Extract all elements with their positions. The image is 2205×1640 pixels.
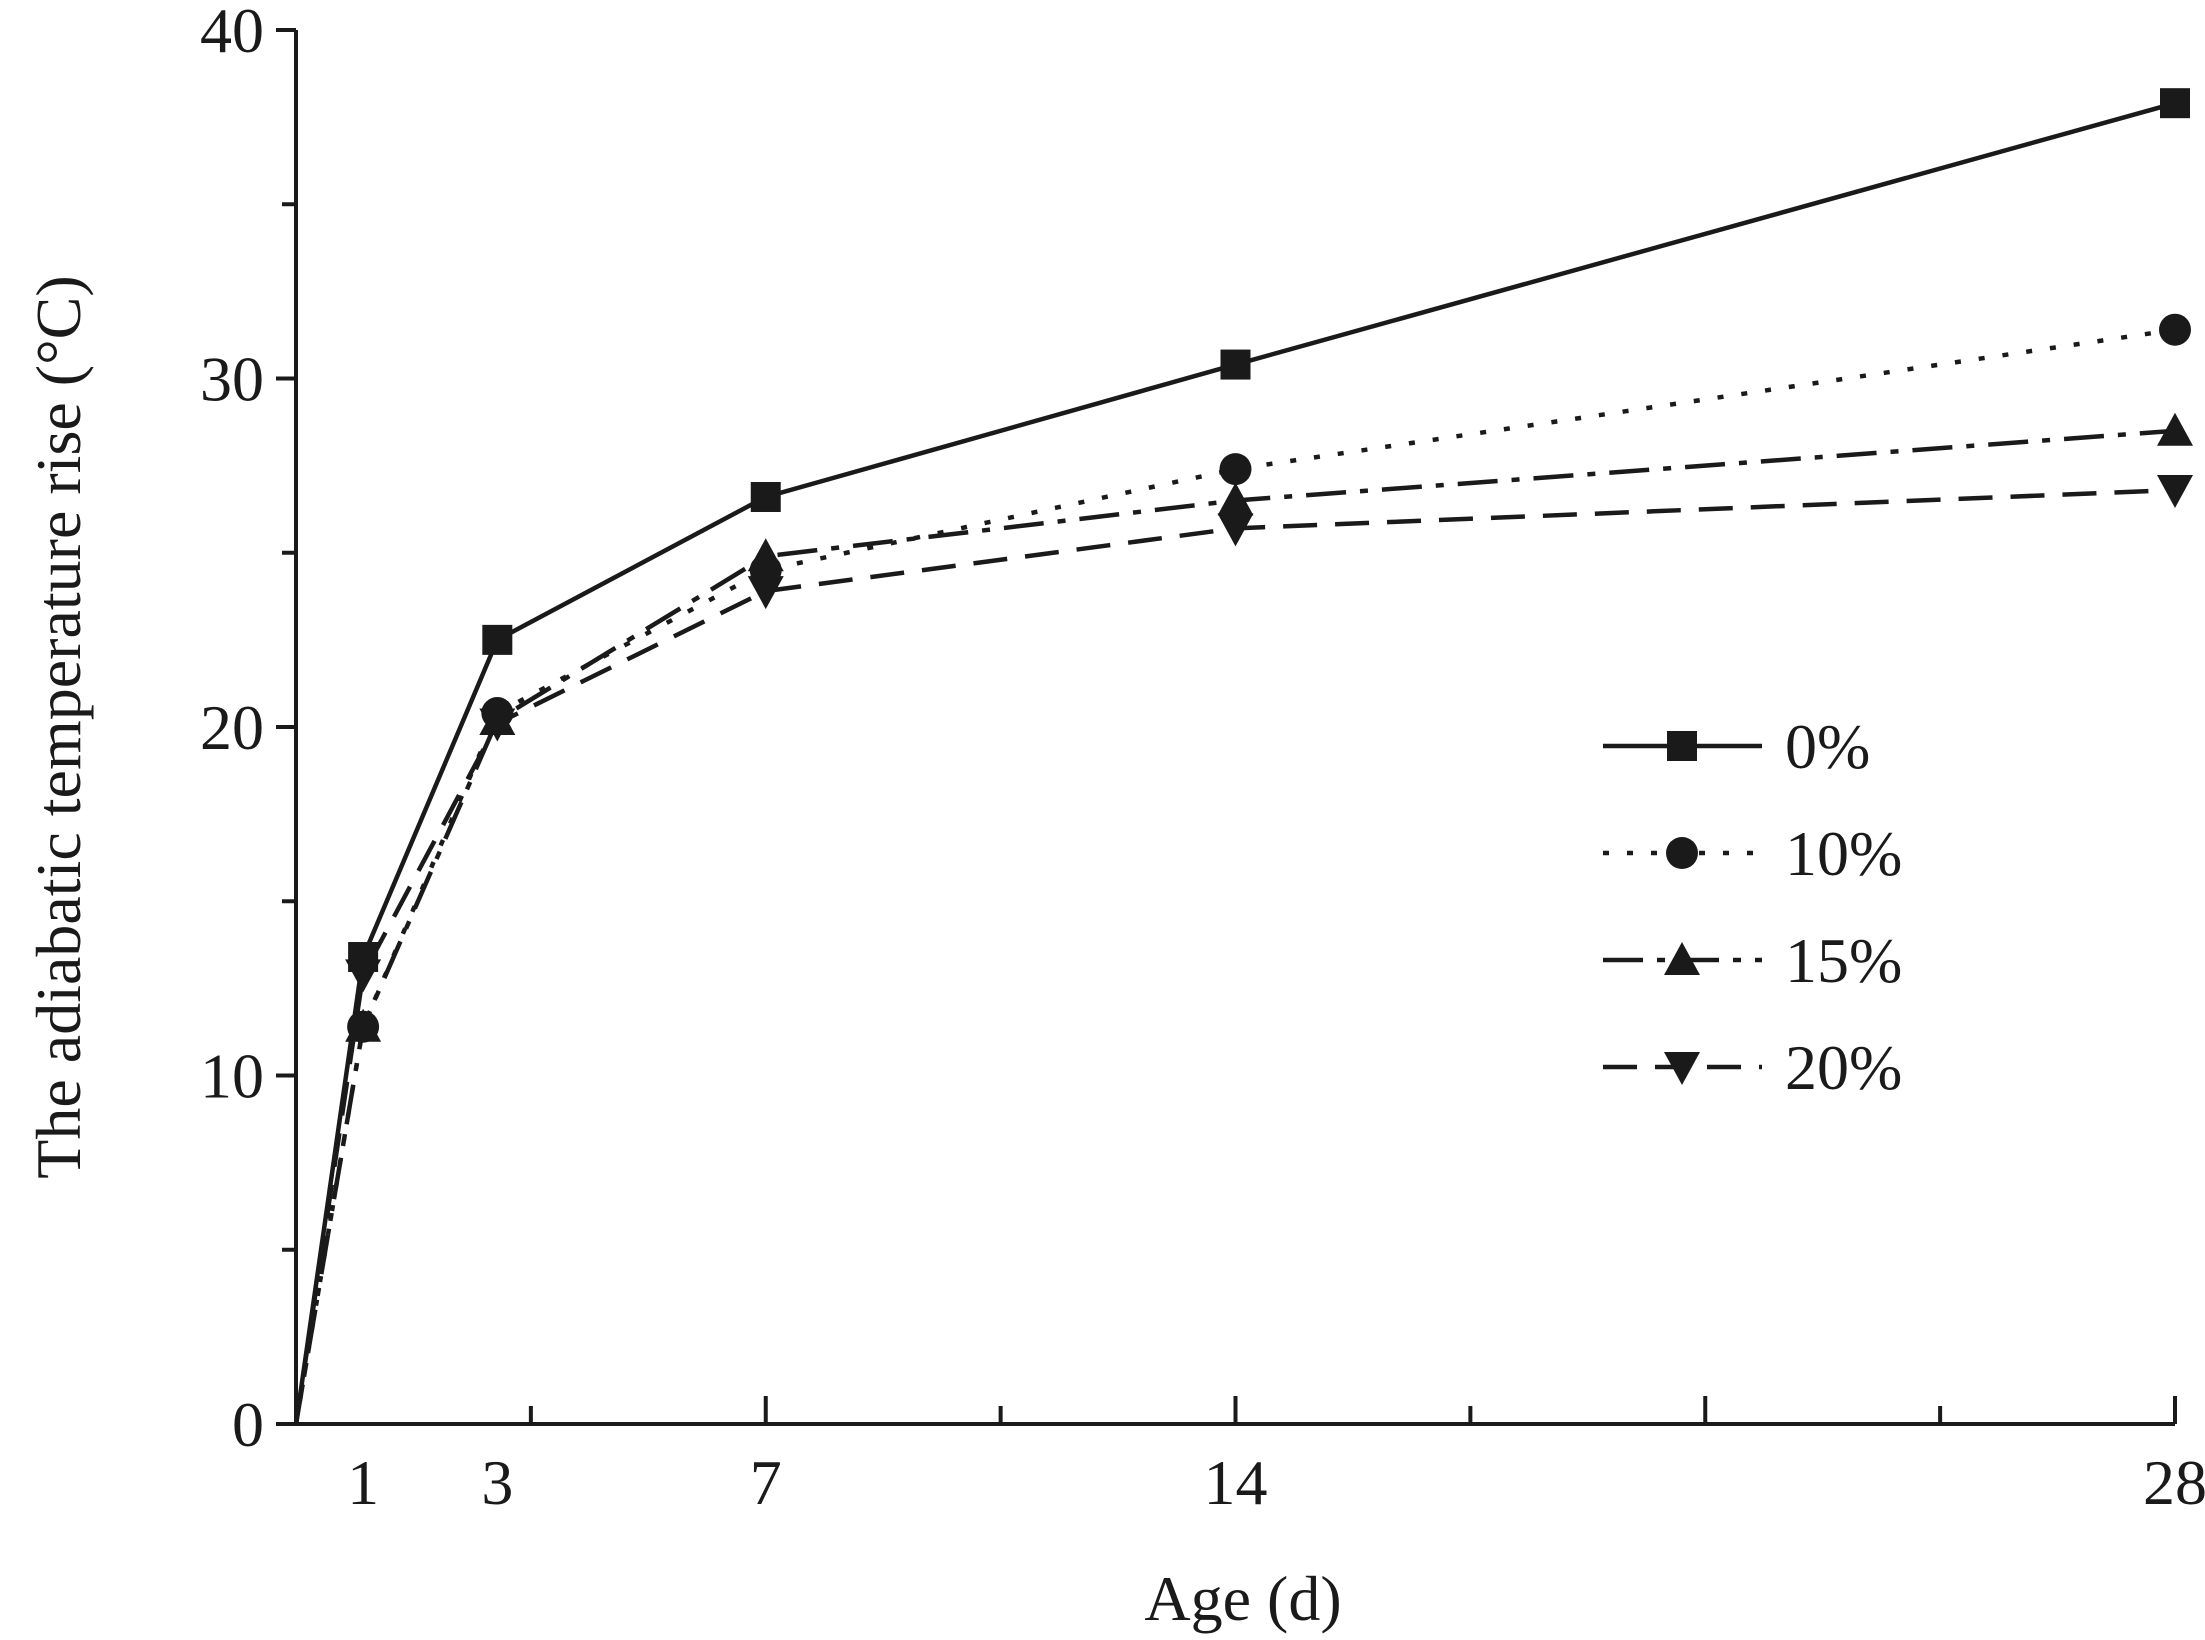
data-point-triangle-down [2157, 475, 2193, 509]
legend-label: 20% [1785, 1032, 1902, 1103]
x-tick-label: 3 [481, 1447, 513, 1518]
data-point-circle [1219, 453, 1252, 486]
legend-item: 0% [1603, 711, 1870, 782]
ticks [276, 28, 2177, 1426]
legend-marker-triangle-up [1664, 942, 1700, 975]
data-point-triangle-down [345, 959, 382, 993]
series-lines [293, 101, 2176, 1425]
data-point-square [2160, 88, 2190, 119]
x-tick-label: 1 [347, 1447, 379, 1518]
x-tick-label: 14 [1204, 1447, 1268, 1518]
data-point-triangle-down [1217, 513, 1254, 547]
legend-marker-circle [1666, 837, 1698, 869]
data-point-triangle-up [345, 1008, 382, 1042]
x-tick-label: 28 [2143, 1447, 2205, 1518]
data-point-triangle-up [747, 538, 784, 572]
data-point-square [482, 624, 513, 655]
series-line-triangle-down [293, 487, 2176, 1425]
y-axis-title: The adiabatic temperature rise (°C) [23, 275, 94, 1178]
y-tick-label: 20 [200, 692, 264, 763]
data-point-square [1220, 349, 1251, 380]
plot-area [276, 28, 2193, 1426]
data-point-triangle-down [479, 708, 516, 742]
series-line-square [293, 101, 2176, 1425]
data-point-triangle-up [2157, 412, 2193, 446]
y-tick-label: 0 [232, 1389, 264, 1460]
legend: 0% 10% 15% 20% [1603, 711, 1902, 1103]
x-axis-title: Age (d) [1144, 1563, 1341, 1634]
series-line-triangle-up [293, 428, 2176, 1425]
data-point-circle [2159, 313, 2191, 346]
data-point-triangle-down [747, 576, 784, 610]
x-tick-label: 7 [750, 1447, 782, 1518]
legend-label: 0% [1785, 711, 1870, 782]
legend-marker-square [1667, 731, 1697, 761]
y-tick-label: 40 [200, 0, 264, 66]
data-point-square [750, 481, 781, 512]
legend-marker-triangle-down [1664, 1052, 1700, 1085]
legend-label: 15% [1785, 925, 1902, 996]
tick-labels: 0 10 20 30 40 1 3 7 14 28 [200, 0, 2205, 1518]
y-tick-label: 30 [200, 344, 264, 415]
legend-item: 10% [1603, 818, 1902, 889]
y-tick-label: 10 [200, 1041, 264, 1112]
legend-item: 15% [1603, 925, 1902, 996]
legend-label: 10% [1785, 818, 1902, 889]
legend-item: 20% [1603, 1032, 1902, 1103]
series-markers [345, 88, 2193, 1043]
data-point-triangle-up [1217, 482, 1254, 516]
